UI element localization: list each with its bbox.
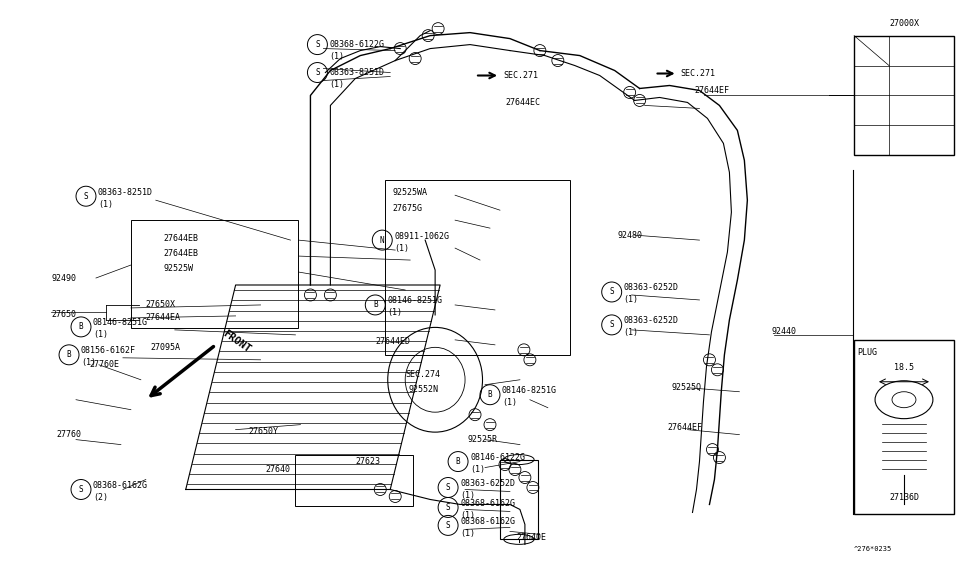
Text: 27644EA: 27644EA [146,314,180,323]
Text: (1): (1) [624,328,639,337]
Text: 92525R: 92525R [467,435,497,444]
Text: 08146-8251G: 08146-8251G [502,386,557,395]
Text: 08146-6122G: 08146-6122G [470,453,526,462]
Text: (1): (1) [394,243,410,252]
Text: FRONT: FRONT [220,329,252,355]
Bar [385,180,569,355]
Text: 27640E: 27640E [517,533,547,542]
Text: S: S [315,40,320,49]
Text: 27640: 27640 [265,465,291,474]
Text: 27136D: 27136D [889,493,919,502]
Text: 08368-6162G: 08368-6162G [460,517,515,526]
Text: 27675G: 27675G [392,204,422,213]
Bar [854,340,954,514]
Text: 92552N: 92552N [409,385,438,395]
Text: 92490: 92490 [51,273,76,282]
Text: 08368-6162G: 08368-6162G [460,499,515,508]
Text: (1): (1) [93,331,108,340]
Text: S: S [446,503,450,512]
Text: 08368-6162G: 08368-6162G [93,481,148,490]
Text: B: B [373,301,377,310]
Text: S: S [609,320,614,329]
Text: 08363-8251D: 08363-8251D [98,188,153,197]
Text: (1): (1) [502,398,517,407]
Text: 08363-6252D: 08363-6252D [624,316,679,325]
Text: 92440: 92440 [771,327,797,336]
Bar [131,220,298,328]
Text: 08363-6252D: 08363-6252D [460,479,515,488]
Text: B: B [488,390,492,399]
Text: 08363-8251D: 08363-8251D [330,68,384,77]
Text: ^276*0235: ^276*0235 [854,546,892,552]
Text: N: N [380,235,384,245]
Text: SEC.274: SEC.274 [406,370,440,379]
Text: S: S [79,485,83,494]
Text: (1): (1) [624,295,639,305]
Text: (1): (1) [470,465,485,474]
Text: 27650: 27650 [51,310,76,319]
Text: S: S [84,192,89,201]
Text: 27095A: 27095A [151,344,180,353]
Text: (1): (1) [460,529,475,538]
Text: 27644EC: 27644EC [505,98,540,107]
Text: (1): (1) [81,358,96,367]
Text: 08156-6162F: 08156-6162F [81,346,136,355]
Text: 27760: 27760 [56,430,81,439]
Text: S: S [446,521,450,530]
Text: 08911-1062G: 08911-1062G [394,231,449,241]
Text: (1): (1) [330,80,344,89]
Text: 27000X: 27000X [889,19,919,28]
Text: 18.5: 18.5 [894,363,914,372]
Text: (1): (1) [330,52,344,61]
Text: SEC.271: SEC.271 [681,69,716,78]
Text: 27760E: 27760E [89,361,119,369]
Text: SEC.271: SEC.271 [503,71,538,80]
Text: 92525W: 92525W [164,264,194,273]
Bar [854,36,954,155]
Bar [295,454,413,507]
Text: (1): (1) [98,200,113,209]
Bar [500,460,538,539]
Text: 92525WA: 92525WA [392,188,427,197]
Text: S: S [446,483,450,492]
Text: 27644EF: 27644EF [694,86,729,95]
Text: S: S [315,68,320,77]
Text: B: B [66,350,71,359]
Text: B: B [79,323,83,331]
Text: (1): (1) [460,511,475,520]
Text: 08146-8251G: 08146-8251G [93,319,148,327]
Text: PLUG: PLUG [857,348,878,357]
Text: 08146-8251G: 08146-8251G [387,297,443,306]
Text: 92480: 92480 [618,230,643,239]
Text: 27650X: 27650X [146,301,176,310]
Text: 27623: 27623 [355,457,380,466]
Text: (2): (2) [93,493,108,502]
Text: 08368-6122G: 08368-6122G [330,40,384,49]
Text: (1): (1) [387,308,403,318]
Text: S: S [609,288,614,297]
Text: (1): (1) [460,491,475,500]
Text: B: B [455,457,460,466]
Text: 27644EB: 27644EB [164,248,199,258]
Text: 08363-6252D: 08363-6252D [624,284,679,293]
Text: 27644EB: 27644EB [164,234,199,243]
Text: 27644EF: 27644EF [668,423,703,432]
Text: 27644ED: 27644ED [375,337,410,346]
Text: 92525Q: 92525Q [672,383,702,392]
Text: 27650Y: 27650Y [249,427,279,436]
